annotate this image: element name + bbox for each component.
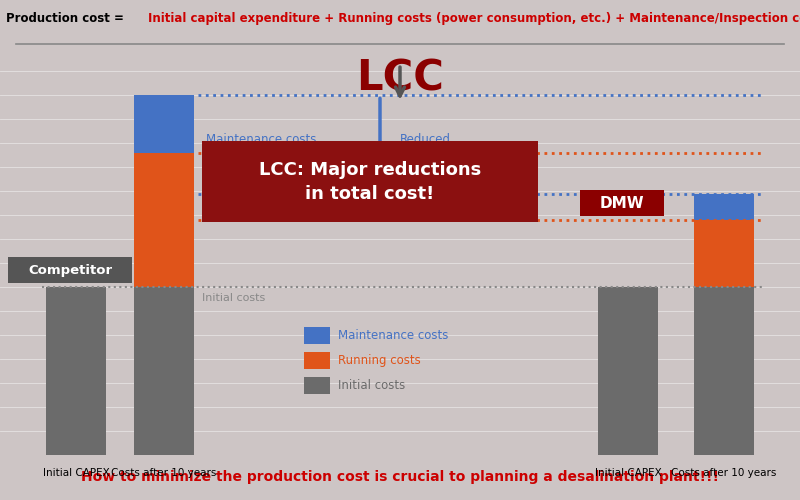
FancyBboxPatch shape <box>202 141 538 222</box>
Text: Costs after 10 years: Costs after 10 years <box>671 468 777 478</box>
Text: LCC: LCC <box>356 58 444 100</box>
Bar <box>694 220 754 287</box>
Text: Reduced: Reduced <box>400 134 451 146</box>
FancyBboxPatch shape <box>580 190 664 216</box>
Bar <box>694 287 754 455</box>
FancyBboxPatch shape <box>8 257 132 283</box>
Text: Competitor: Competitor <box>28 264 112 276</box>
Bar <box>134 96 194 153</box>
Text: Running costs: Running costs <box>206 175 289 188</box>
Text: Maintenance costs: Maintenance costs <box>206 134 316 146</box>
Text: Reduced: Reduced <box>400 175 451 188</box>
Bar <box>46 287 106 455</box>
Text: Costs after 10 years: Costs after 10 years <box>111 468 217 478</box>
Text: Initial capital expenditure + Running costs (power consumption, etc.) + Maintena: Initial capital expenditure + Running co… <box>148 12 800 24</box>
Text: Initial costs: Initial costs <box>202 293 266 303</box>
Text: LCC: Major reductions
in total cost!: LCC: Major reductions in total cost! <box>259 161 481 202</box>
FancyBboxPatch shape <box>304 377 330 394</box>
Bar <box>598 287 658 455</box>
FancyBboxPatch shape <box>304 327 330 344</box>
Text: Production cost =: Production cost = <box>6 12 128 24</box>
Text: Initial costs: Initial costs <box>338 378 405 392</box>
Text: Running costs: Running costs <box>338 354 420 366</box>
Text: DMW: DMW <box>600 196 644 210</box>
Bar <box>134 287 194 455</box>
Text: Initial CAPEX: Initial CAPEX <box>594 468 662 478</box>
Bar <box>134 153 194 287</box>
FancyBboxPatch shape <box>304 352 330 368</box>
Text: Initial CAPEX: Initial CAPEX <box>42 468 110 478</box>
Text: How to minimize the production cost is crucial to planning a desalination plant!: How to minimize the production cost is c… <box>81 470 719 484</box>
Bar <box>694 194 754 220</box>
Text: Maintenance costs: Maintenance costs <box>338 328 448 342</box>
